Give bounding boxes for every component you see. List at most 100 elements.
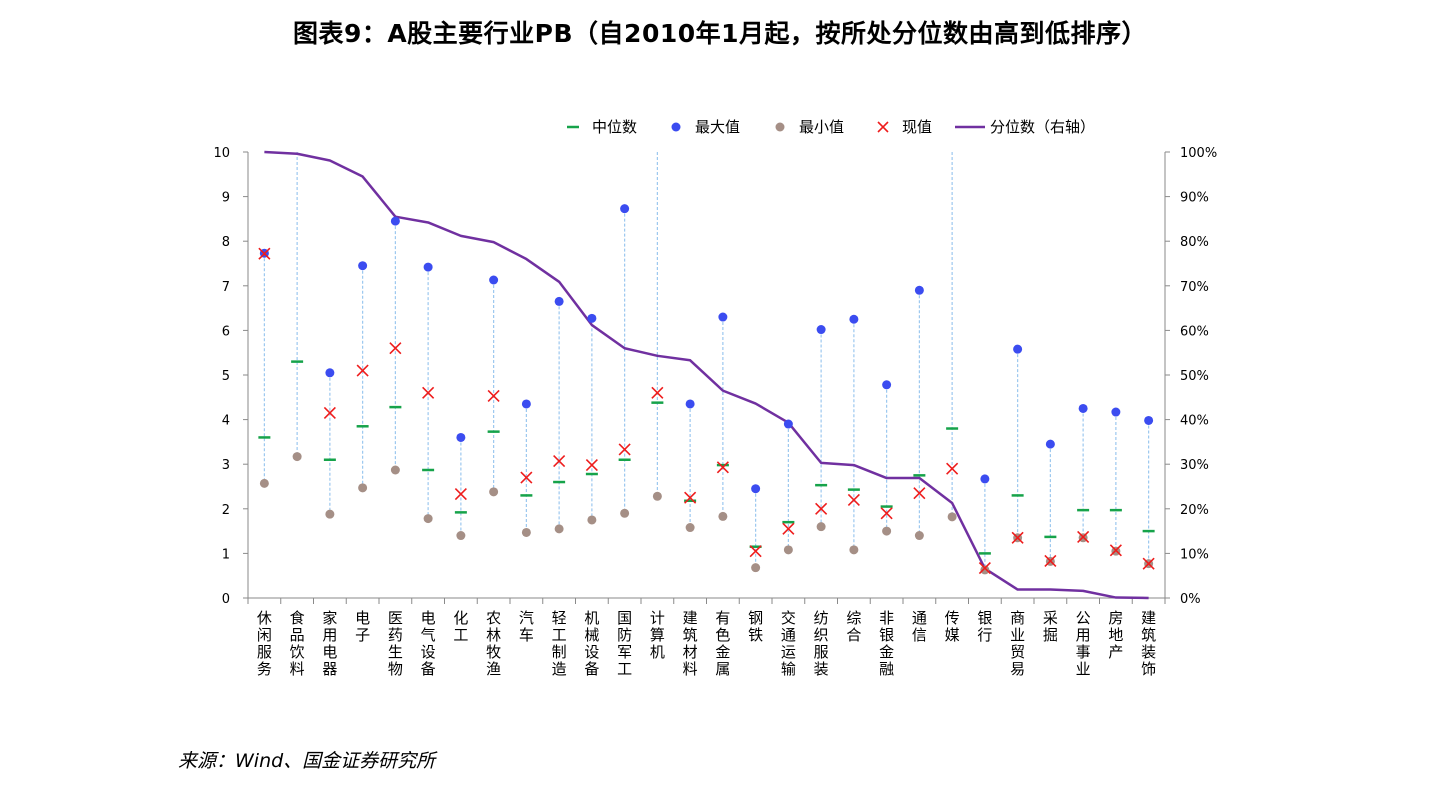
min-point	[947, 512, 957, 522]
current-mark	[1109, 544, 1122, 557]
max-point	[423, 262, 433, 272]
current-mark	[1044, 554, 1057, 568]
current-mark	[422, 386, 435, 399]
current-mark	[520, 471, 533, 484]
max-point	[390, 216, 400, 226]
axes	[243, 151, 1170, 604]
current-mark	[847, 493, 860, 506]
right-tick-label: 80%	[1180, 235, 1209, 250]
min-point	[456, 531, 466, 541]
right-tick-label: 40%	[1180, 414, 1209, 429]
current-mark-stroke	[716, 461, 729, 474]
data-marks	[258, 204, 1155, 575]
current-mark	[946, 462, 959, 475]
current-mark	[684, 491, 697, 504]
category-label: 食品饮料	[290, 609, 305, 678]
chart-title: 图表9：A股主要行业PB（自2010年1月起，按所处分位数由高到低排序）	[292, 19, 1148, 48]
right-tick-label: 70%	[1180, 280, 1209, 295]
category-label: 银行	[977, 609, 992, 644]
current-mark	[913, 487, 926, 500]
current-mark-stroke	[847, 493, 860, 506]
current-mark-stroke	[815, 502, 828, 515]
current-mark-stroke	[323, 406, 336, 419]
min-point	[718, 511, 728, 521]
current-mark	[815, 502, 828, 515]
category-label: 交通运输	[781, 609, 796, 678]
current-mark-stroke	[454, 488, 467, 501]
current-mark	[749, 545, 762, 558]
current-mark-stroke	[585, 459, 598, 472]
current-mark-stroke	[913, 487, 926, 500]
category-label: 采掘	[1043, 609, 1058, 644]
category-label: 房地产	[1108, 609, 1123, 661]
current-mark	[487, 389, 500, 403]
legend-item: 中位数	[567, 118, 637, 136]
category-label: 传媒	[945, 609, 960, 644]
min-point	[489, 487, 499, 497]
source-note: 来源：Wind、国金证券研究所	[178, 750, 436, 772]
legend-item: 分位数（右轴）	[955, 118, 1095, 136]
category-label: 建筑装饰	[1141, 609, 1156, 678]
max-point	[489, 275, 499, 285]
left-tick-label: 6	[222, 324, 230, 339]
legend-label: 分位数（右轴）	[990, 118, 1095, 136]
current-mark	[1077, 530, 1090, 543]
current-mark	[782, 522, 795, 535]
axis-labels: 0123456789100%10%20%30%40%50%60%70%80%90…	[213, 146, 1217, 678]
min-point	[685, 523, 695, 533]
current-mark-stroke	[618, 443, 631, 456]
right-tick-label: 30%	[1180, 458, 1209, 473]
current-mark	[1142, 557, 1155, 570]
min-point	[292, 452, 302, 462]
max-point	[1013, 344, 1023, 354]
legend-label: 现值	[902, 118, 932, 136]
left-tick-label: 4	[222, 414, 230, 429]
max-point	[456, 432, 466, 442]
min-point	[816, 522, 826, 532]
current-mark-stroke	[1011, 531, 1024, 544]
left-tick-label: 0	[222, 592, 230, 607]
current-mark-stroke	[651, 386, 664, 399]
left-tick-label: 7	[222, 280, 230, 295]
category-label: 有色金属	[715, 609, 730, 678]
max-point	[1111, 407, 1121, 417]
min-point	[914, 531, 924, 541]
right-tick-label: 10%	[1180, 547, 1209, 562]
legend-item: 最小值	[775, 118, 844, 136]
current-mark-stroke	[1044, 554, 1057, 568]
current-mark	[1011, 531, 1024, 544]
max-point	[882, 380, 892, 390]
max-point	[914, 285, 924, 295]
current-mark-stroke	[258, 247, 271, 260]
max-point	[554, 296, 564, 306]
min-point	[652, 491, 662, 501]
min-point	[620, 508, 630, 518]
max-point	[358, 261, 368, 271]
category-label: 轻工制造	[552, 609, 567, 678]
min-point	[390, 465, 400, 475]
category-label: 机械设备	[584, 609, 599, 678]
max-point	[783, 419, 793, 429]
legend-current-swatch	[877, 121, 889, 133]
max-point	[816, 325, 826, 335]
range-lines	[263, 152, 1150, 570]
min-point	[587, 515, 597, 525]
current-mark-stroke	[782, 522, 795, 535]
category-label: 钢铁	[748, 609, 763, 644]
min-point	[358, 483, 368, 493]
left-tick-label: 8	[222, 235, 230, 250]
current-mark-stroke	[684, 491, 697, 504]
legend-label: 最大值	[695, 118, 740, 136]
legend-label: 中位数	[592, 118, 637, 136]
right-tick-label: 90%	[1180, 191, 1209, 206]
max-point	[325, 368, 335, 378]
current-mark	[454, 488, 467, 501]
min-point	[259, 478, 269, 488]
current-mark-stroke	[1142, 557, 1155, 570]
category-label: 国防军工	[617, 609, 632, 678]
category-label: 电气设备	[421, 609, 436, 678]
legend-max-swatch	[671, 122, 681, 132]
current-mark-stroke	[1109, 544, 1122, 557]
current-mark	[978, 562, 991, 575]
current-mark-stroke	[356, 364, 369, 377]
